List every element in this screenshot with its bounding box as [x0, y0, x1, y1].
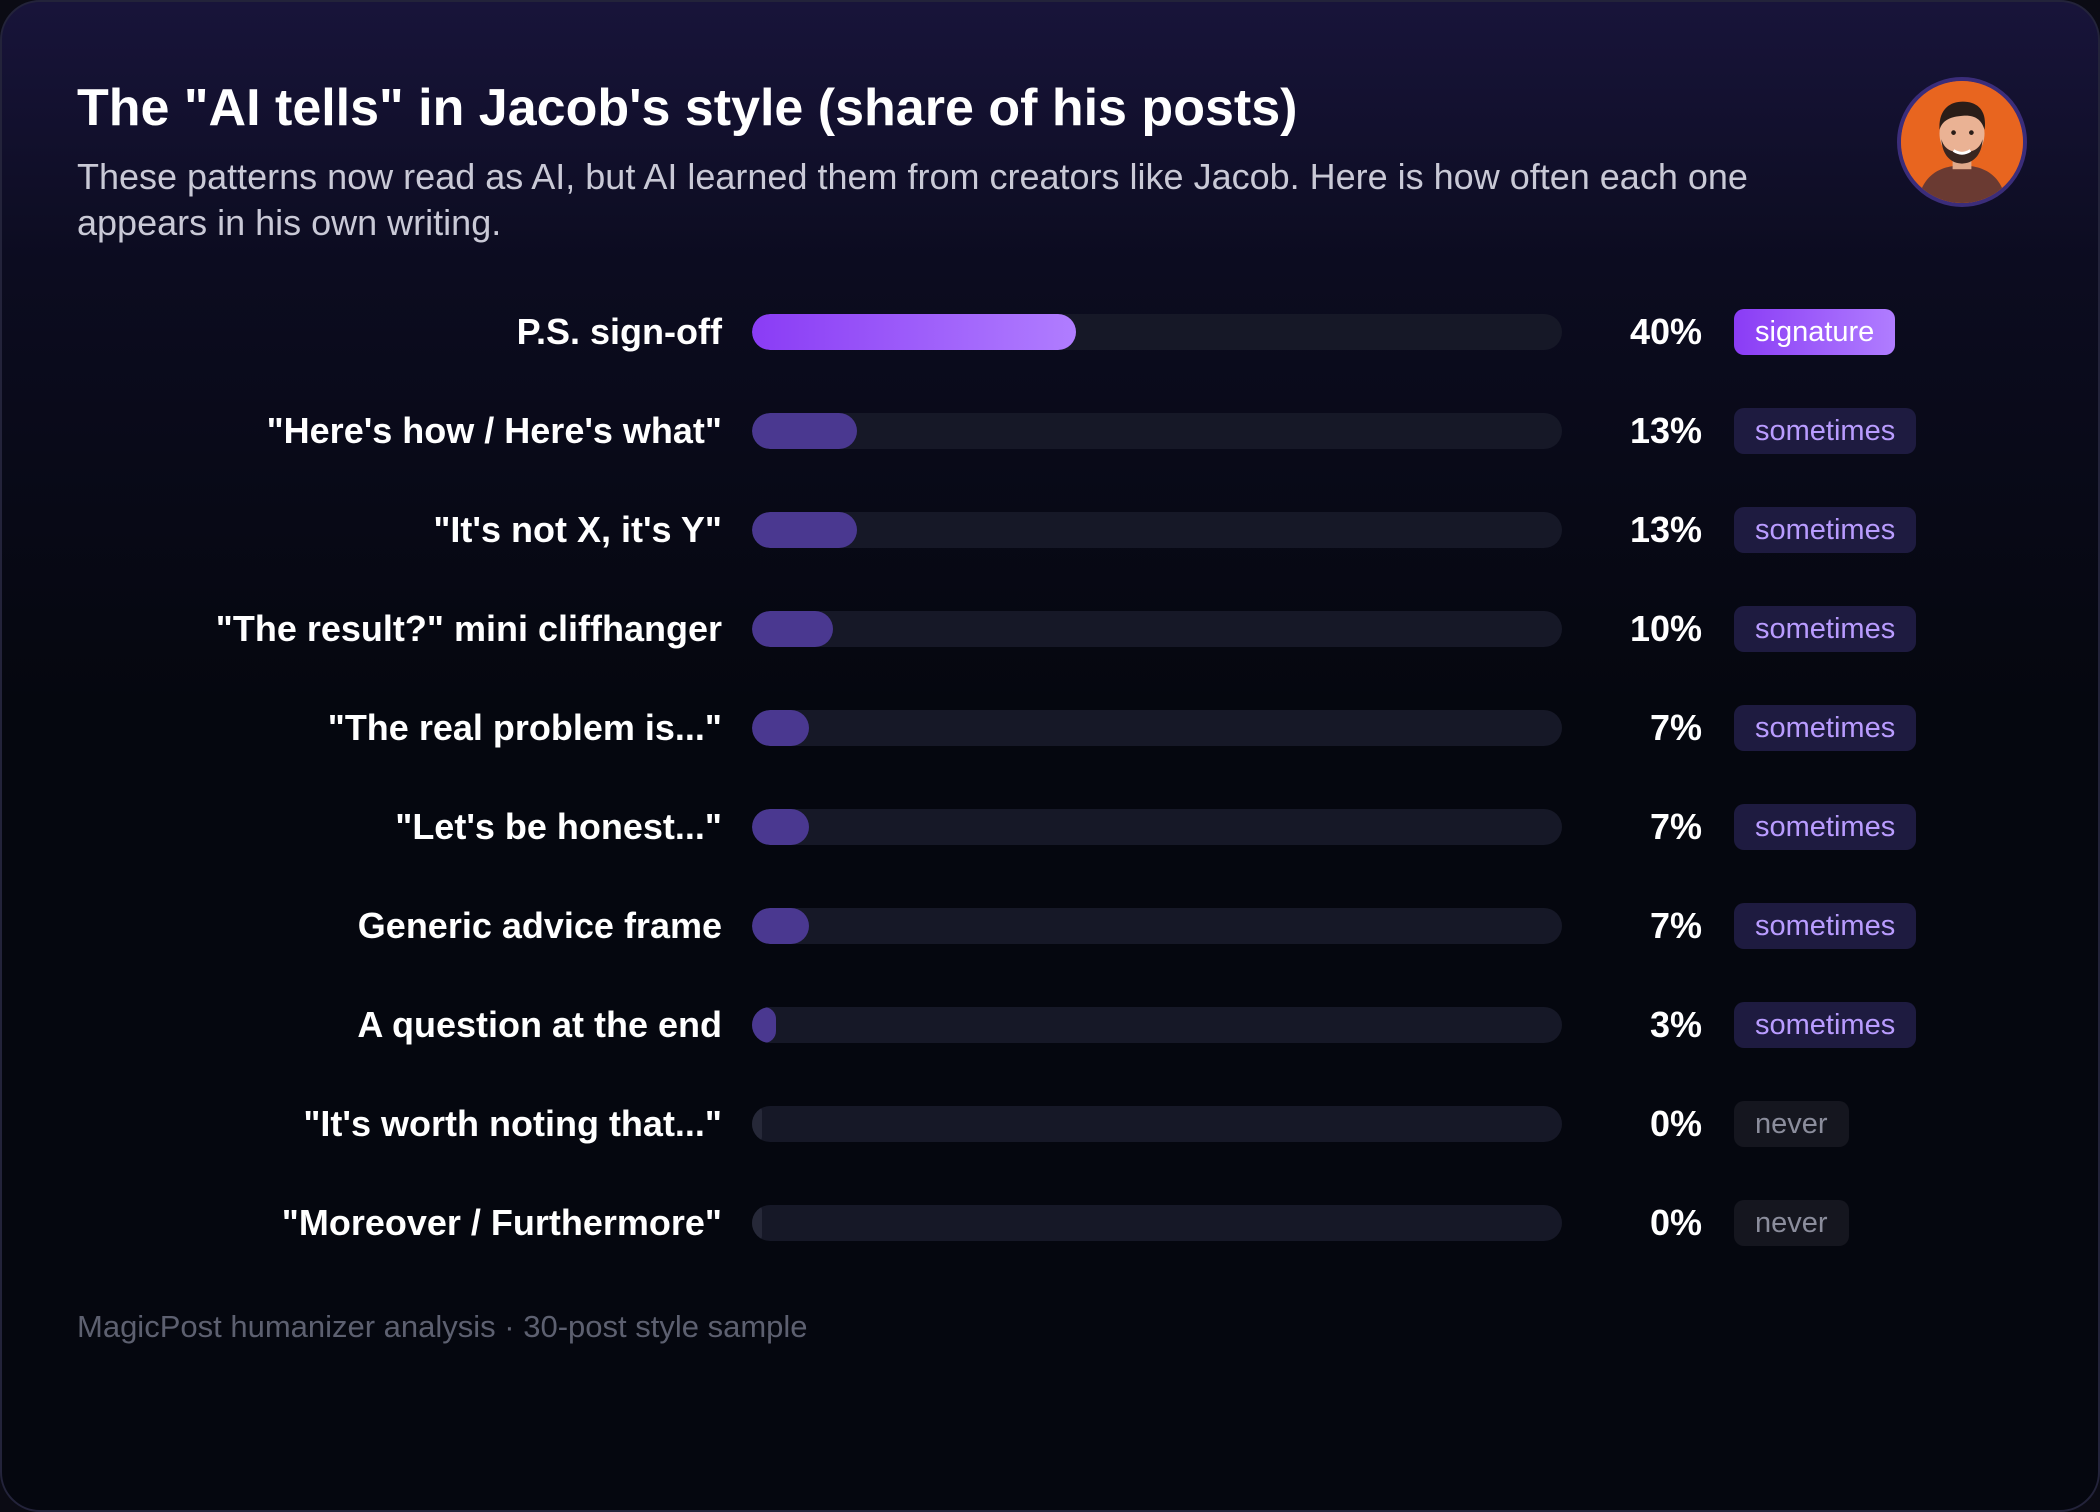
- value-label: 0%: [1649, 1202, 1702, 1243]
- bar-track: [752, 1007, 1562, 1043]
- value-label: 13%: [1629, 410, 1702, 451]
- frequency-badge: sometimes: [1734, 1002, 1917, 1048]
- value-label: 0%: [1649, 1103, 1702, 1144]
- bar: [752, 1205, 762, 1241]
- frequency-badge: signature: [1734, 309, 1896, 355]
- bar-label: "Here's how / Here's what": [266, 410, 722, 451]
- value-label: 40%: [1629, 311, 1702, 352]
- bar-label: "The result?" mini cliffhanger: [215, 608, 722, 649]
- bar-track: [752, 1205, 1562, 1241]
- bar-label: A question at the end: [357, 1004, 722, 1045]
- chart-title: The "AI tells" in Jacob's style (share o…: [77, 79, 1298, 137]
- bar-track: [752, 413, 1562, 449]
- bar-track: [752, 809, 1562, 845]
- bar: [752, 710, 809, 746]
- bar-row: "It's worth noting that..." 0% never: [2, 1094, 2098, 1154]
- value-label: 7%: [1649, 707, 1702, 748]
- bar-row: A question at the end 3% sometimes: [2, 995, 2098, 1055]
- frequency-badge: sometimes: [1734, 408, 1917, 454]
- bar: [752, 413, 857, 449]
- bar-row: Generic advice frame 7% sometimes: [2, 896, 2098, 956]
- bar-track: [752, 611, 1562, 647]
- person-avatar-icon: [1901, 81, 2023, 203]
- frequency-badge: sometimes: [1734, 606, 1917, 652]
- bar: [752, 1106, 762, 1142]
- bar-track: [752, 314, 1562, 350]
- bar-label: "It's not X, it's Y": [433, 509, 722, 550]
- bar-row: "The result?" mini cliffhanger 10% sometim…: [2, 599, 2098, 659]
- bar-row: "It's not X, it's Y" 13% sometimes: [2, 500, 2098, 560]
- bar-label: "Moreover / Furthermore": [281, 1202, 722, 1243]
- bar: [752, 809, 809, 845]
- frequency-badge: never: [1734, 1200, 1849, 1246]
- bar-row: "Let's be honest..." 7% sometimes: [2, 797, 2098, 857]
- bar: [752, 908, 809, 944]
- bar-label: P.S. sign-off: [516, 311, 722, 352]
- bar-row: "The real problem is..." 7% sometimes: [2, 698, 2098, 758]
- bar-row: "Moreover / Furthermore" 0% never: [2, 1193, 2098, 1253]
- bar: [752, 611, 833, 647]
- bar-chart: P.S. sign-off 40% signature "Here's how / H…: [2, 2, 2098, 1302]
- value-label: 3%: [1649, 1004, 1702, 1045]
- value-label: 7%: [1649, 905, 1702, 946]
- avatar: [1897, 77, 2027, 207]
- frequency-badge: sometimes: [1734, 804, 1917, 850]
- bar-label: "It's worth noting that...": [303, 1103, 722, 1144]
- bar-label: "The real problem is...": [327, 707, 722, 748]
- frequency-badge: never: [1734, 1101, 1849, 1147]
- bar-track: [752, 512, 1562, 548]
- frequency-badge: sometimes: [1734, 903, 1917, 949]
- bar-track: [752, 908, 1562, 944]
- chart-subtitle: These patterns now read as AI, but AI le…: [77, 156, 1748, 243]
- bar: [752, 1007, 776, 1043]
- frequency-badge: sometimes: [1734, 705, 1917, 751]
- bar-row: "Here's how / Here's what" 13% sometimes: [2, 401, 2098, 461]
- bar: [752, 512, 857, 548]
- value-label: 7%: [1649, 806, 1702, 847]
- bar-track: [752, 710, 1562, 746]
- bar: [752, 314, 1076, 350]
- bar-label: "Let's be honest...": [395, 806, 722, 847]
- footnote: MagicPost humanizer analysis · 30-post s…: [77, 1309, 808, 1344]
- value-label: 10%: [1629, 608, 1702, 649]
- bar-row: P.S. sign-off 40% signature: [2, 302, 2098, 362]
- bar-track: [752, 1106, 1562, 1142]
- bar-label: Generic advice frame: [357, 905, 722, 946]
- frequency-badge: sometimes: [1734, 507, 1917, 553]
- value-label: 13%: [1629, 509, 1702, 550]
